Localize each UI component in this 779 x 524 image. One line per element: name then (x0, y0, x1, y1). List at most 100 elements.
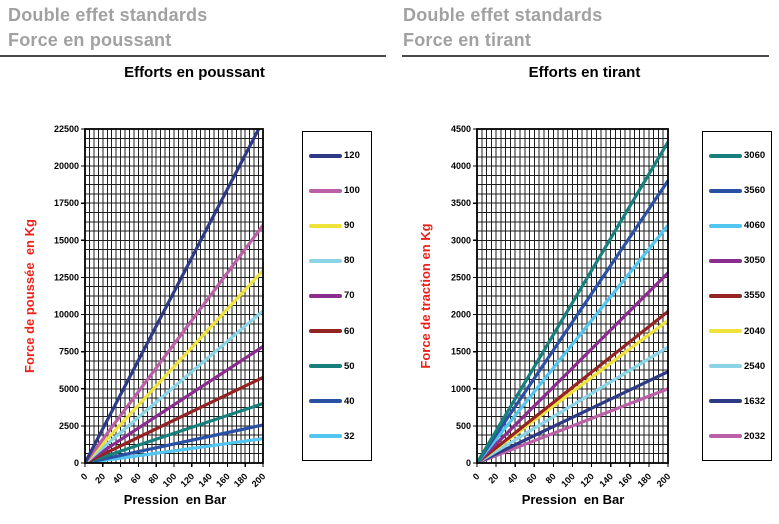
x-tick-label: 60 (129, 471, 143, 485)
y-tick-label: 4000 (451, 161, 471, 171)
y-tick-label: 12500 (54, 272, 79, 282)
legend-item-3560: 3560 (709, 185, 771, 196)
legend-key-line (309, 434, 342, 439)
x-tick-label: 180 (636, 471, 654, 489)
legend-label: 2040 (744, 325, 766, 337)
y-tick-label: 7500 (59, 347, 79, 357)
legend-key-line (709, 364, 742, 369)
chart-title: Efforts en poussant (124, 64, 265, 81)
x-tick-label: 120 (179, 471, 197, 489)
x-tick-label: 60 (525, 471, 539, 485)
legend-key-line (709, 399, 742, 404)
legend-label: 32 (344, 430, 355, 442)
plot-area: 0 500 1000 1500 2000 2500 3000 3500 4000 4500 0 20 4… (451, 124, 673, 489)
legend-key-line (309, 153, 342, 158)
legend-key-line (309, 293, 342, 298)
y-tick-label: 15000 (54, 235, 79, 245)
legend-item-50: 50 (309, 361, 371, 372)
legend-label: 100 (344, 185, 360, 197)
legend-label: 50 (344, 360, 355, 372)
series-line-100 (85, 223, 263, 463)
legend-label: 70 (344, 290, 355, 302)
legend-key-line (709, 293, 742, 298)
y-tick-label: 10000 (54, 310, 79, 320)
legend-label: 1632 (744, 395, 766, 407)
legend-item-2032: 2032 (709, 431, 771, 442)
series-line-80 (85, 309, 263, 463)
legend-label: 3550 (744, 290, 766, 302)
series-line-3060 (477, 140, 668, 463)
x-tick-label: 0 (79, 471, 90, 482)
plot-area: 0 2500 5000 7500 10000 12500 15000 17500 20000 22… (54, 124, 268, 489)
legend-item-32: 32 (309, 431, 371, 442)
legend-item-3550: 3550 (709, 290, 771, 301)
chart-panel-poussant: Double effet standards Force en poussant… (0, 0, 389, 524)
x-tick-label: 100 (161, 471, 179, 489)
x-tick-label: 140 (196, 471, 214, 489)
legend-box: 120 100 90 80 70 60 50 40 32 (302, 131, 372, 461)
series-line-90 (85, 268, 263, 463)
y-tick-label: 2500 (59, 421, 79, 431)
x-tick-label: 20 (486, 471, 500, 485)
header-line-2: Force en tirant (403, 30, 532, 50)
legend-label: 3560 (744, 185, 766, 197)
series-line-50 (85, 401, 263, 463)
x-tick-label: 160 (617, 471, 635, 489)
panel-header: Double effet standards Force en tirant (403, 3, 602, 53)
legend-key-line (309, 399, 342, 404)
legend-key-line (309, 258, 342, 263)
y-tick-label: 22500 (54, 124, 79, 134)
legend-item-70: 70 (309, 290, 371, 301)
legend-label: 40 (344, 395, 355, 407)
x-tick-label: 0 (471, 471, 482, 482)
legend-label: 4060 (744, 220, 766, 232)
legend-label: 3060 (744, 150, 766, 162)
legend-item-80: 80 (309, 255, 371, 266)
legend-label: 80 (344, 255, 355, 267)
legend-item-4060: 4060 (709, 220, 771, 231)
y-tick-label: 1500 (451, 347, 471, 357)
x-tick-label: 200 (655, 471, 673, 489)
legend-key-line (309, 223, 342, 228)
legend-box: 3060 3560 4060 3050 3550 2040 2540 1632 2032 (702, 131, 772, 461)
header-underline (0, 55, 386, 57)
legend-item-2040: 2040 (709, 326, 771, 337)
x-tick-label: 40 (111, 471, 125, 485)
legend-item-2540: 2540 (709, 361, 771, 372)
legend-item-1632: 1632 (709, 396, 771, 407)
series-line-2032 (477, 387, 668, 463)
series-line-40 (85, 423, 263, 463)
y-tick-label: 17500 (54, 198, 79, 208)
legend-label: 2032 (744, 430, 766, 442)
legend-key-line (709, 188, 742, 193)
y-tick-label: 0 (74, 458, 79, 468)
legend-item-90: 90 (309, 220, 371, 231)
series-line-60 (85, 375, 263, 463)
header-line-1: Double effet standards (403, 5, 603, 25)
series-line-32 (85, 437, 263, 463)
y-tick-label: 3500 (451, 198, 471, 208)
legend-item-60: 60 (309, 326, 371, 337)
legend-key-line (709, 223, 742, 228)
y-tick-label: 0 (466, 458, 471, 468)
header-line-2: Force en poussant (8, 30, 172, 50)
legend-item-100: 100 (309, 185, 371, 196)
x-tick-label: 180 (232, 471, 250, 489)
header-line-1: Double effet standards (8, 5, 208, 25)
legend-key-line (709, 258, 742, 263)
legend-item-3060: 3060 (709, 150, 771, 161)
y-tick-label: 2000 (451, 310, 471, 320)
chart-title: Efforts en tirant (528, 64, 641, 81)
legend-key-line (309, 188, 342, 193)
x-tick-label: 20 (93, 471, 107, 485)
series-line-2540 (477, 345, 668, 463)
series-line-3050 (477, 271, 668, 463)
y-tick-label: 3000 (451, 235, 471, 245)
y-tick-label: 4500 (451, 124, 471, 134)
x-axis-title: Pression en Bar (521, 492, 625, 507)
legend-key-line (309, 329, 342, 334)
x-tick-label: 200 (250, 471, 268, 489)
series-line-3550 (477, 309, 668, 463)
legend-key-line (309, 364, 342, 369)
legend-item-120: 120 (309, 150, 371, 161)
